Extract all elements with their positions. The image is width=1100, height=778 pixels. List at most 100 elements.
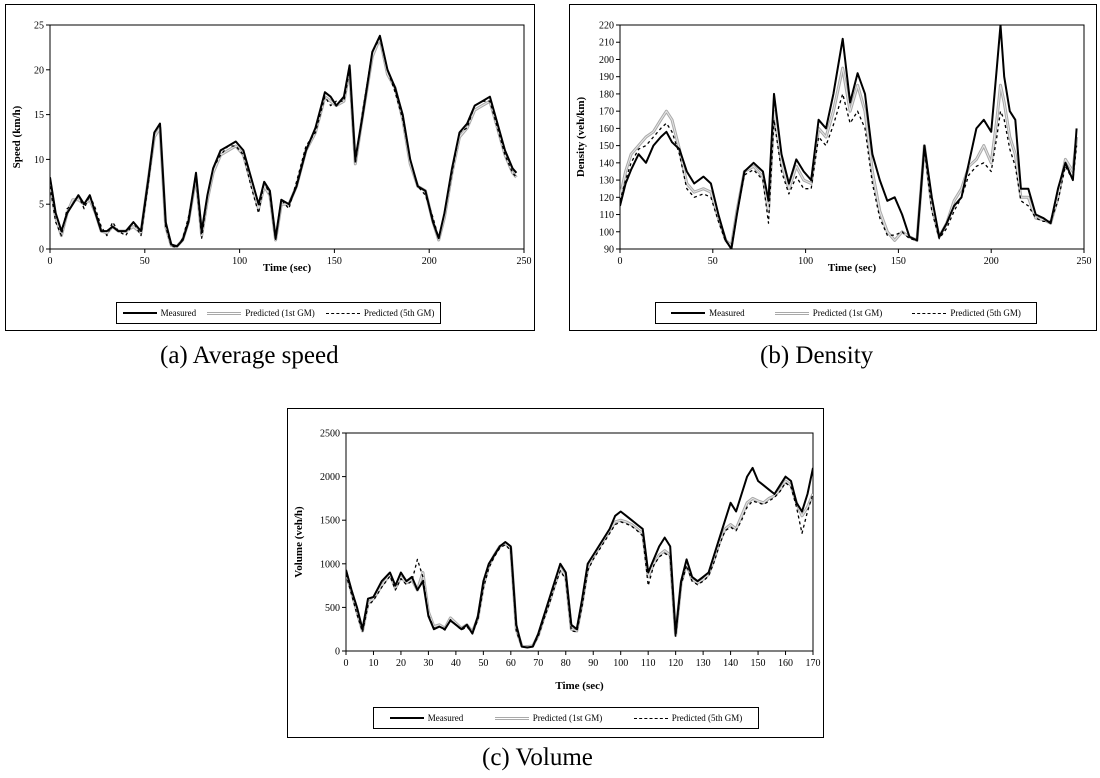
y-tick-label: 15 bbox=[34, 110, 44, 121]
caption-volume: (c) Volume bbox=[482, 744, 593, 771]
x-tick-label: 30 bbox=[423, 658, 433, 669]
x-tick-label: 160 bbox=[778, 658, 793, 669]
y-axis-label: Speed (km/h) bbox=[11, 105, 23, 168]
legend-swatch-gm1 bbox=[774, 311, 809, 315]
legend-item-measured: Measured bbox=[122, 308, 197, 318]
legend-speed: Measured Predicted (1st GM) Predicted (5… bbox=[116, 302, 441, 324]
x-tick-label: 150 bbox=[891, 256, 906, 267]
y-tick-label: 500 bbox=[325, 603, 340, 614]
x-tick-label: 100 bbox=[232, 256, 247, 267]
y-tick-label: 90 bbox=[604, 245, 614, 256]
caption-speed: (a) Average speed bbox=[160, 342, 339, 369]
y-tick-label: 220 bbox=[599, 21, 614, 32]
x-tick-label: 10 bbox=[368, 658, 378, 669]
legend-item-gm1: Predicted (1st GM) bbox=[494, 713, 603, 723]
legend-swatch-gm5 bbox=[325, 312, 360, 314]
y-tick-label: 0 bbox=[335, 647, 340, 658]
x-tick-label: 40 bbox=[451, 658, 461, 669]
y-tick-label: 25 bbox=[34, 21, 44, 32]
series-measured bbox=[50, 34, 518, 248]
caption-density: (b) Density bbox=[760, 342, 874, 369]
x-tick-label: 100 bbox=[613, 658, 628, 669]
y-axis-label: Volume (veh/h) bbox=[293, 506, 305, 578]
y-tick-label: 100 bbox=[599, 227, 614, 238]
legend-swatch-gm5 bbox=[633, 717, 668, 719]
y-tick-label: 1500 bbox=[320, 516, 340, 527]
legend-item-gm1: Predicted (1st GM) bbox=[774, 308, 883, 318]
x-tick-label: 200 bbox=[984, 256, 999, 267]
x-tick-label: 0 bbox=[48, 256, 53, 267]
y-tick-label: 160 bbox=[599, 124, 614, 135]
y-tick-label: 210 bbox=[599, 38, 614, 49]
legend-item-measured: Measured bbox=[671, 308, 745, 318]
y-tick-label: 2500 bbox=[320, 429, 340, 440]
legend-item-gm1: Predicted (1st GM) bbox=[207, 308, 315, 318]
x-tick-label: 50 bbox=[708, 256, 718, 267]
y-axis-label: Density (veh/km) bbox=[575, 96, 587, 177]
chart-volume: 0 500 1000 1500 2000 2500 0 10 20 30 40 50 60 70 80 90 1… bbox=[293, 429, 821, 693]
plot-area bbox=[619, 24, 1085, 250]
series-line bbox=[620, 25, 1078, 249]
x-tick-label: 120 bbox=[668, 658, 683, 669]
legend-swatch-measured bbox=[122, 312, 157, 314]
x-tick-label: 80 bbox=[561, 658, 571, 669]
chart-panel-speed: 0 5 10 15 20 25 0 50 100 150 200 250 Time (sec) Speed… bbox=[5, 4, 535, 331]
x-tick-label: 60 bbox=[506, 658, 516, 669]
y-tick-label: 110 bbox=[599, 210, 614, 221]
y-tick-label: 120 bbox=[599, 193, 614, 204]
x-axis-label: Time (sec) bbox=[263, 262, 312, 274]
series-measured bbox=[620, 25, 1078, 249]
x-tick-label: 50 bbox=[478, 658, 488, 669]
x-tick-label: 110 bbox=[641, 658, 656, 669]
y-tick-label: 140 bbox=[599, 158, 614, 169]
legend-label: Predicted (1st GM) bbox=[245, 308, 315, 318]
legend-density: Measured Predicted (1st GM) Predicted (5… bbox=[655, 302, 1037, 324]
x-tick-label: 140 bbox=[723, 658, 738, 669]
legend-swatch-measured bbox=[671, 312, 706, 314]
legend-label: Predicted (5th GM) bbox=[671, 713, 743, 723]
x-tick-label: 0 bbox=[344, 658, 349, 669]
y-tick-label: 1000 bbox=[320, 559, 340, 570]
y-tick-label: 10 bbox=[34, 155, 44, 166]
x-tick-label: 200 bbox=[422, 256, 437, 267]
legend-label: Predicted (5th GM) bbox=[363, 308, 435, 318]
x-tick-label: 90 bbox=[588, 658, 598, 669]
x-tick-label: 150 bbox=[327, 256, 342, 267]
legend-label: Predicted (1st GM) bbox=[532, 713, 603, 723]
chart-panel-density: 90 100 110 120 130 140 150 160 170 180 190 200 210 22… bbox=[569, 4, 1097, 331]
legend-label: Predicted (5th GM) bbox=[950, 308, 1021, 318]
series-predicted-5th-gm bbox=[346, 482, 813, 649]
x-tick-label: 250 bbox=[1077, 256, 1092, 267]
series-line bbox=[346, 482, 813, 649]
legend-item-gm5: Predicted (5th GM) bbox=[633, 713, 743, 723]
legend-volume: Measured Predicted (1st GM) Predicted (5… bbox=[373, 707, 759, 729]
x-tick-label: 70 bbox=[533, 658, 543, 669]
chart-panel-volume: 0 500 1000 1500 2000 2500 0 10 20 30 40 50 60 70 80 90 1… bbox=[287, 408, 824, 738]
legend-swatch-gm1 bbox=[494, 716, 529, 720]
x-tick-label: 20 bbox=[396, 658, 406, 669]
legend-item-measured: Measured bbox=[389, 713, 464, 723]
legend-item-gm5: Predicted (5th GM) bbox=[912, 308, 1021, 318]
y-tick-label: 200 bbox=[599, 55, 614, 66]
x-axis-label: Time (sec) bbox=[828, 262, 877, 274]
legend-label: Measured bbox=[427, 713, 464, 723]
y-tick-label: 180 bbox=[599, 89, 614, 100]
legend-item-gm5: Predicted (5th GM) bbox=[325, 308, 435, 318]
plot-area bbox=[49, 24, 525, 250]
legend-label: Measured bbox=[160, 308, 197, 318]
y-tick-label: 5 bbox=[39, 200, 44, 211]
series-measured bbox=[346, 466, 813, 649]
x-tick-label: 50 bbox=[140, 256, 150, 267]
y-tick-label: 20 bbox=[34, 65, 44, 76]
chart-density: 90 100 110 120 130 140 150 160 170 180 190 200 210 22… bbox=[575, 21, 1092, 275]
series-line bbox=[346, 466, 813, 649]
legend-label: Predicted (1st GM) bbox=[812, 308, 883, 318]
y-tick-label: 190 bbox=[599, 72, 614, 83]
legend-swatch-gm1 bbox=[207, 311, 242, 315]
x-tick-label: 130 bbox=[696, 658, 711, 669]
x-tick-label: 0 bbox=[618, 256, 623, 267]
x-tick-label: 100 bbox=[798, 256, 813, 267]
y-tick-label: 2000 bbox=[320, 472, 340, 483]
x-tick-label: 250 bbox=[517, 256, 532, 267]
